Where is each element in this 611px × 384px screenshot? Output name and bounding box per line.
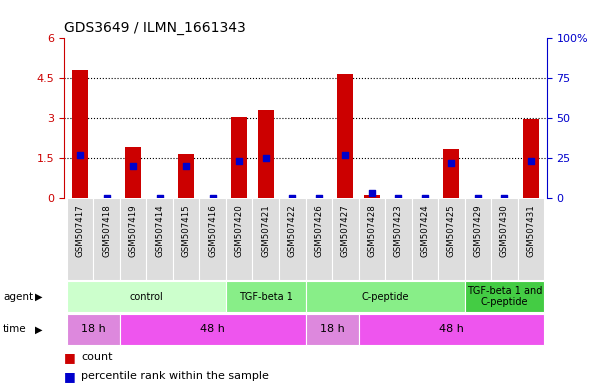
FancyBboxPatch shape [226,281,306,312]
Text: 48 h: 48 h [200,324,225,334]
Text: GSM507419: GSM507419 [128,204,137,257]
Text: GSM507428: GSM507428 [367,204,376,257]
Text: GSM507423: GSM507423 [394,204,403,257]
Text: GSM507420: GSM507420 [235,204,244,257]
FancyBboxPatch shape [332,198,359,280]
FancyBboxPatch shape [306,281,464,312]
Point [340,152,350,158]
Point [393,195,403,201]
FancyBboxPatch shape [438,198,464,280]
Point [420,195,430,201]
Text: count: count [81,352,113,362]
Point [367,190,377,196]
FancyBboxPatch shape [491,198,518,280]
Text: GSM507430: GSM507430 [500,204,509,257]
FancyBboxPatch shape [93,198,120,280]
Point [128,163,138,169]
Text: GSM507431: GSM507431 [527,204,535,257]
Text: GSM507424: GSM507424 [420,204,430,257]
FancyBboxPatch shape [306,198,332,280]
Point [526,158,536,164]
FancyBboxPatch shape [518,198,544,280]
FancyBboxPatch shape [359,314,544,345]
Point [75,152,85,158]
Point [155,195,164,201]
FancyBboxPatch shape [279,198,306,280]
Text: GSM507418: GSM507418 [102,204,111,257]
Bar [258,110,274,198]
Point [101,195,111,201]
Text: GSM507422: GSM507422 [288,204,297,257]
Text: ■: ■ [64,370,76,383]
FancyBboxPatch shape [385,198,412,280]
Point [208,195,218,201]
FancyBboxPatch shape [306,314,359,345]
FancyBboxPatch shape [120,314,306,345]
FancyBboxPatch shape [359,198,385,280]
Bar [364,195,380,198]
Text: 18 h: 18 h [81,324,106,334]
Text: GSM507429: GSM507429 [474,204,483,257]
FancyBboxPatch shape [147,198,173,280]
Point [447,160,456,166]
FancyBboxPatch shape [464,198,491,280]
Bar [231,117,247,198]
Text: agent: agent [3,291,33,302]
Text: GSM507421: GSM507421 [262,204,270,257]
Text: GSM507427: GSM507427 [341,204,349,257]
Bar [523,119,539,198]
FancyBboxPatch shape [67,314,120,345]
Text: GDS3649 / ILMN_1661343: GDS3649 / ILMN_1661343 [64,21,246,35]
Text: GSM507417: GSM507417 [76,204,84,257]
Text: TGF-beta 1 and
C-peptide: TGF-beta 1 and C-peptide [467,286,542,308]
Point [234,158,244,164]
Point [261,155,271,161]
Bar [178,154,194,198]
FancyBboxPatch shape [252,198,279,280]
FancyBboxPatch shape [199,198,226,280]
Text: GSM507426: GSM507426 [314,204,323,257]
Text: GSM507414: GSM507414 [155,204,164,257]
FancyBboxPatch shape [67,198,93,280]
Text: C-peptide: C-peptide [361,291,409,302]
Point [181,163,191,169]
Point [473,195,483,201]
Text: percentile rank within the sample: percentile rank within the sample [81,371,269,381]
FancyBboxPatch shape [412,198,438,280]
Bar [337,74,353,198]
Point [314,195,324,201]
Text: GSM507416: GSM507416 [208,204,217,257]
Bar [444,149,459,198]
Point [500,195,510,201]
Text: ▶: ▶ [35,324,43,334]
FancyBboxPatch shape [67,281,226,312]
Bar [72,70,88,198]
FancyBboxPatch shape [173,198,199,280]
Point [287,195,297,201]
Text: TGF-beta 1: TGF-beta 1 [239,291,293,302]
Text: control: control [130,291,163,302]
Text: 18 h: 18 h [320,324,345,334]
Text: ▶: ▶ [35,291,43,302]
Bar [125,147,141,198]
Text: GSM507425: GSM507425 [447,204,456,257]
FancyBboxPatch shape [226,198,252,280]
Text: ■: ■ [64,351,76,364]
FancyBboxPatch shape [120,198,147,280]
Text: time: time [3,324,27,334]
Text: GSM507415: GSM507415 [181,204,191,257]
FancyBboxPatch shape [464,281,544,312]
Text: 48 h: 48 h [439,324,464,334]
